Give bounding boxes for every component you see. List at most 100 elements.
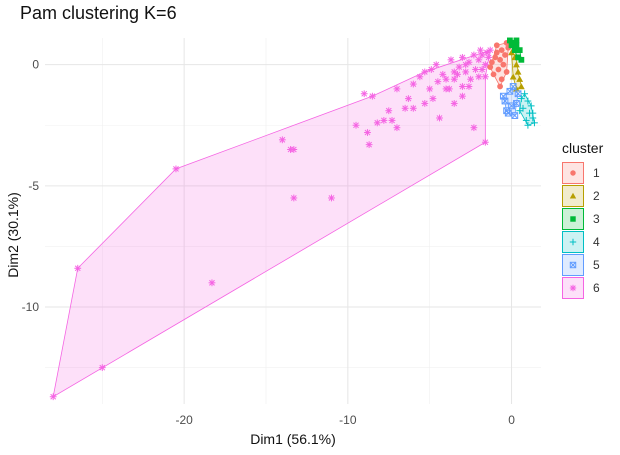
cluster-4-point [522, 117, 530, 124]
cluster-6-point [475, 73, 483, 81]
cluster-3-point [507, 37, 513, 44]
cluster-2-point [508, 49, 515, 56]
cluster-6-point [290, 194, 298, 202]
y-axis-label-wrap: Dim2 (30.1%) [3, 192, 23, 278]
cluster-6-point [429, 95, 437, 102]
legend-key-cluster-4 [562, 231, 584, 253]
cluster-6-point [447, 56, 455, 64]
cluster-5-point [509, 83, 517, 90]
cluster-6-point [470, 124, 478, 132]
cluster-6-point [481, 138, 489, 146]
cluster-6-point [450, 100, 458, 107]
y-tick-label: -5 [28, 179, 39, 193]
legend-symbol-cluster-2 [569, 192, 577, 199]
cluster-1-point [493, 49, 500, 56]
cluster-6-point [352, 121, 360, 129]
cluster-6-point [462, 68, 470, 76]
legend-item-cluster-6: 6 [562, 277, 618, 300]
cluster-6-point [393, 124, 401, 132]
cluster-2-point [517, 83, 525, 90]
legend-label-cluster-6: 6 [593, 281, 600, 295]
y-tick-label: 0 [32, 58, 39, 72]
cluster-6-point [465, 83, 473, 90]
cluster-5-point [514, 90, 522, 98]
cluster-6-point [465, 58, 473, 66]
cluster-6-point [409, 80, 417, 88]
cluster-6-point [49, 393, 57, 401]
cluster-6-point [368, 92, 376, 100]
legend-title: cluster [562, 140, 604, 156]
cluster-6-point [290, 146, 298, 153]
cluster-3-point [515, 54, 521, 61]
cluster-6-point [328, 194, 335, 202]
cluster-6-point [481, 61, 489, 69]
cluster-6-point [472, 66, 479, 73]
cluster-6-point [442, 75, 450, 83]
cluster-1-point [489, 59, 495, 66]
legend-label-cluster-5: 5 [593, 258, 600, 272]
legend-label-cluster-4: 4 [593, 235, 600, 249]
cluster-6-point [74, 264, 82, 272]
cluster-6-point [421, 100, 429, 107]
cluster-3-point [513, 37, 520, 44]
cluster-6-point [405, 95, 412, 102]
y-axis-label: Dim2 (30.1%) [5, 192, 21, 278]
cluster-6-point [467, 75, 475, 83]
cluster-4-point [517, 95, 525, 102]
legend-symbol-cluster-1 [570, 170, 576, 176]
cluster-6-point [455, 63, 463, 71]
legend-key-cluster-1 [562, 162, 584, 184]
cluster-6-point [385, 107, 393, 115]
legend-label-cluster-3: 3 [593, 212, 600, 226]
cluster-1-point [497, 56, 503, 63]
cluster-2-point [514, 68, 522, 75]
cluster-6-point [478, 66, 486, 73]
legend-symbol-cluster-4 [569, 238, 577, 246]
cluster-6-point [421, 68, 429, 76]
legend-symbol-cluster-6 [569, 284, 577, 292]
cluster-1-point [498, 76, 505, 83]
legend-item-cluster-3: 3 [562, 208, 618, 231]
x-tick-label: 0 [508, 413, 515, 427]
cluster-3-point [508, 42, 515, 49]
cluster-3-point [518, 56, 525, 63]
cluster-2-point [513, 61, 520, 68]
cluster-1-point [498, 47, 505, 54]
legend-item-cluster-4: 4 [562, 231, 618, 254]
legend-key-cluster-2 [562, 185, 584, 207]
cluster-3-point [513, 42, 520, 49]
x-tick-label: -10 [339, 413, 357, 427]
cluster-6-point [459, 92, 466, 100]
cluster-2-point [516, 75, 524, 82]
grid-lines [45, 38, 541, 404]
cluster-6-point [470, 51, 478, 59]
cluster-6-point [459, 83, 466, 90]
cluster-4-point [521, 90, 529, 98]
cluster-6-point [427, 66, 435, 73]
cluster-6-point [393, 85, 401, 93]
cluster-1-point [490, 71, 497, 78]
cluster-6-point [450, 68, 458, 76]
cluster-6-point [208, 279, 216, 287]
cluster-4-point [524, 121, 532, 129]
data-points [49, 37, 538, 401]
cluster-5-point [513, 100, 520, 107]
cluster-1-point [487, 64, 494, 70]
cluster-6-point [426, 85, 434, 93]
legend-symbol-cluster-3 [570, 216, 576, 222]
legend-item-cluster-5: 5 [562, 254, 618, 277]
legend-key-cluster-6 [562, 277, 584, 299]
cluster-4-point [529, 109, 537, 117]
cluster-1-point [503, 69, 510, 75]
cluster-6-point [364, 129, 371, 136]
cluster-2-point [509, 73, 517, 80]
cluster-5-point [511, 112, 519, 119]
cluster-3-point [511, 47, 518, 54]
cluster-6-point [365, 141, 373, 149]
cluster-6-point [360, 90, 368, 98]
cluster-6-point [98, 364, 106, 372]
cluster-6-point [481, 73, 489, 81]
cluster-1-point [492, 54, 499, 61]
cluster-6-point [477, 46, 484, 54]
cluster-1-point [493, 42, 500, 49]
